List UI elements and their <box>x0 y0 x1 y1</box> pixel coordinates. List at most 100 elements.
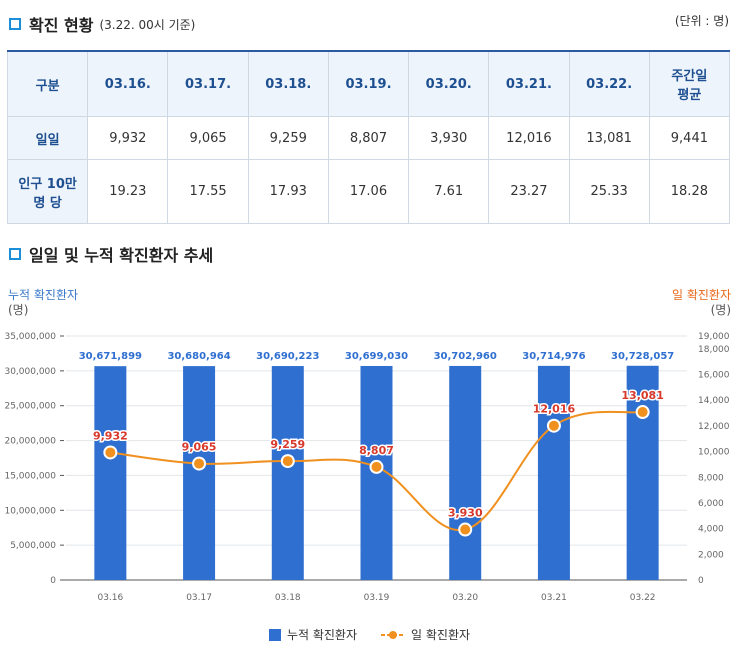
table-cell: 13,081 <box>568 116 650 160</box>
bar-value-label: 30,680,964 <box>167 351 230 362</box>
bar-cumulative <box>537 365 570 580</box>
x-tick-label: 03.21 <box>541 593 567 603</box>
bar-value-label: 30,690,223 <box>256 351 319 362</box>
right-tick-label: 19,000 <box>698 332 730 342</box>
right-tick-label: 0 <box>698 576 704 586</box>
bar-cumulative <box>449 365 482 580</box>
left-tick-label: 35,000,000 <box>4 332 56 342</box>
right-axis-unit: (명) <box>710 303 731 317</box>
line-swatch-icon <box>381 630 406 639</box>
row-header-cell: 인구 10만 명 당 <box>6 159 89 224</box>
unit-label: (단위 : 명) <box>674 14 729 28</box>
left-tick-label: 0 <box>50 576 56 586</box>
right-tick-label: 4,000 <box>698 525 724 535</box>
table-cell: 17.93 <box>247 159 329 224</box>
table-cell: 17.06 <box>327 159 410 224</box>
bar-cumulative <box>94 366 127 580</box>
bar-value-label: 30,699,030 <box>345 351 408 362</box>
legend-item-cumulative[interactable]: 누적 확진환자 <box>268 626 358 643</box>
left-tick-label: 30,000,000 <box>4 367 56 377</box>
line-point <box>280 454 295 469</box>
left-tick-label: 10,000,000 <box>4 506 56 516</box>
table-row-per100k: 인구 10만 명 당 19.23 17.55 17.93 17.06 7.61 23.27 25… <box>6 159 731 224</box>
left-tick-label: 5,000,000 <box>10 541 56 551</box>
row-header-cell: 일일 <box>6 116 89 160</box>
bar-cumulative <box>271 366 304 580</box>
right-tick-label: 14,000 <box>698 396 730 406</box>
table-cell: 7.61 <box>408 159 490 224</box>
line-value-label: 9,259 <box>270 438 305 451</box>
line-point <box>458 522 473 537</box>
table-cell: 9,065 <box>167 116 249 160</box>
table-cell: 18.28 <box>648 159 731 224</box>
header-cell: 03.21. <box>488 50 570 117</box>
legend-item-daily[interactable]: 일 확진환자 <box>381 626 470 643</box>
table-cell: 8,807 <box>327 116 410 160</box>
x-tick-label: 03.17 <box>186 593 212 603</box>
bar-swatch-icon <box>268 628 281 641</box>
legend-label: 일 확진환자 <box>411 628 471 642</box>
section-title: 일일 및 누적 확진환자 추세 <box>29 246 214 265</box>
table-cell: 9,932 <box>87 116 169 160</box>
bar-cumulative <box>183 366 216 580</box>
line-value-label: 9,065 <box>182 441 217 454</box>
line-point <box>369 459 384 474</box>
header-cell: 03.22. <box>568 50 650 117</box>
header-cell: 03.16. <box>87 50 169 117</box>
left-tick-label: 15,000,000 <box>4 471 56 481</box>
header-cell: 03.17. <box>167 50 249 117</box>
header-cell-category: 구분 <box>6 50 89 117</box>
header-cell: 03.19. <box>327 50 410 117</box>
line-value-label: 12,016 <box>533 403 576 416</box>
bar-cumulative <box>626 365 659 580</box>
right-tick-label: 16,000 <box>698 371 730 381</box>
table-cell: 25.33 <box>568 159 650 224</box>
header-cell: 03.20. <box>408 50 490 117</box>
right-tick-label: 8,000 <box>698 473 724 483</box>
x-tick-label: 03.16 <box>97 593 123 603</box>
x-tick-label: 03.20 <box>452 593 478 603</box>
right-tick-label: 10,000 <box>698 448 730 458</box>
table-cell: 19.23 <box>87 159 169 224</box>
stats-table: 구분 03.16. 03.17. 03.18. 03.19. 03.20. 03.21. 03… <box>6 50 731 224</box>
right-tick-label: 12,000 <box>698 422 730 432</box>
table-cell: 23.27 <box>488 159 570 224</box>
table-cell: 17.55 <box>167 159 249 224</box>
x-tick-label: 03.19 <box>364 593 390 603</box>
section-title-trend: 일일 및 누적 확진환자 추세 <box>9 242 213 266</box>
bar-value-label: 30,702,960 <box>434 351 497 362</box>
right-axis-title: 일 확진환자 (명) <box>672 288 731 318</box>
table-cell: 12,016 <box>488 116 570 160</box>
legend-label: 누적 확진환자 <box>286 628 358 642</box>
section-title-status: 확진 현황 (3.22. 00시 기준) <box>9 12 195 36</box>
combo-chart: 0 5,000,000 10,000,000 15,000,000 20,000,000… <box>4 332 730 603</box>
right-axis-label: 일 확진환자 <box>671 288 731 302</box>
line-point <box>635 405 650 420</box>
table-cell: 9,259 <box>247 116 329 160</box>
table-row-daily: 일일 9,932 9,065 9,259 8,807 3,930 12,016 13,081 9… <box>6 116 731 160</box>
x-tick-label: 03.22 <box>630 593 656 603</box>
header-cell: 주간일 평균 <box>648 50 731 117</box>
square-bullet-icon <box>9 248 21 260</box>
table-cell: 3,930 <box>408 116 490 160</box>
table-cell: 9,441 <box>648 116 731 160</box>
left-tick-label: 25,000,000 <box>4 402 56 412</box>
square-bullet-icon <box>9 18 21 30</box>
header-cell: 03.18. <box>247 50 329 117</box>
right-tick-label: 18,000 <box>698 345 730 355</box>
left-axis-unit: (명) <box>8 303 29 317</box>
bar-value-label: 30,671,899 <box>79 351 142 362</box>
left-axis-title: 누적 확진환자 (명) <box>8 288 78 318</box>
line-value-label: 3,930 <box>448 507 483 520</box>
section-title: 확진 현황 <box>29 16 94 35</box>
line-value-label: 9,932 <box>93 429 128 442</box>
left-axis-label: 누적 확진환자 <box>8 288 79 302</box>
line-value-label: 13,081 <box>621 389 663 402</box>
line-point <box>546 418 561 433</box>
right-tick-label: 2,000 <box>698 550 724 560</box>
left-tick-label: 20,000,000 <box>4 437 56 447</box>
chart-legend: 누적 확진환자 일 확진환자 <box>0 626 739 643</box>
section-subtitle: (3.22. 00시 기준) <box>99 17 196 32</box>
x-tick-label: 03.18 <box>275 593 301 603</box>
right-tick-label: 6,000 <box>698 499 724 509</box>
